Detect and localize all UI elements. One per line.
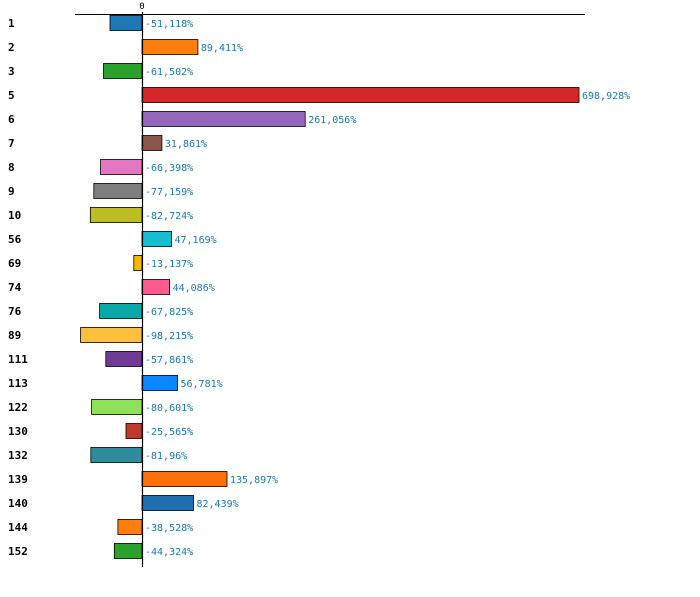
value-label-140: 82,439% <box>197 499 239 510</box>
bar-1 <box>109 15 143 31</box>
category-label-140: 140 <box>8 497 28 510</box>
bar-2 <box>141 39 199 55</box>
bar-139 <box>141 471 228 487</box>
category-label-1: 1 <box>8 17 15 30</box>
value-label-6: 261,056% <box>308 115 356 126</box>
bar-6 <box>141 111 306 127</box>
bar-140 <box>141 495 194 511</box>
value-label-69: -13,137% <box>145 259 193 270</box>
category-label-6: 6 <box>8 113 15 126</box>
bar-74 <box>141 279 171 295</box>
value-label-89: -98,215% <box>145 331 193 342</box>
category-label-132: 132 <box>8 449 28 462</box>
category-label-144: 144 <box>8 521 28 534</box>
bar-76 <box>99 303 143 319</box>
bar-152 <box>113 543 143 559</box>
value-label-9: -77,159% <box>145 187 193 198</box>
value-label-122: -80,601% <box>145 403 193 414</box>
bar-130 <box>125 423 143 439</box>
category-label-76: 76 <box>8 305 22 318</box>
value-label-132: -81,96% <box>145 451 187 462</box>
category-label-5: 5 <box>8 89 15 102</box>
bars-group <box>80 15 580 559</box>
bar-9 <box>93 183 143 199</box>
value-label-5: 698,928% <box>582 91 630 102</box>
value-label-144: -38,528% <box>145 523 193 534</box>
category-label-10: 10 <box>8 209 21 222</box>
category-label-122: 122 <box>8 401 28 414</box>
bar-69 <box>133 255 143 271</box>
bar-3 <box>103 63 143 79</box>
bar-132 <box>90 447 143 463</box>
value-label-56: 47,169% <box>175 235 217 246</box>
value-label-130: -25,565% <box>145 427 193 438</box>
category-label-2: 2 <box>8 41 15 54</box>
category-label-130: 130 <box>8 425 28 438</box>
category-label-3: 3 <box>8 65 15 78</box>
bar-5 <box>141 87 580 103</box>
category-label-111: 111 <box>8 353 28 366</box>
value-label-1: -51,118% <box>145 19 193 30</box>
category-label-69: 69 <box>8 257 21 270</box>
value-labels-group: -51,118% 89,411% -61,502% 698,928% 261,056% 3… <box>145 19 630 558</box>
value-label-111: -57,861% <box>145 355 193 366</box>
bar-56 <box>141 231 172 247</box>
value-label-10: -82,724% <box>145 211 193 222</box>
value-label-76: -67,825% <box>145 307 193 318</box>
category-label-89: 89 <box>8 329 21 342</box>
value-label-139: 135,897% <box>230 475 278 486</box>
bar-144 <box>117 519 143 535</box>
category-label-113: 113 <box>8 377 28 390</box>
bar-8 <box>100 159 143 175</box>
bar-111 <box>105 351 143 367</box>
bar-122 <box>91 399 143 415</box>
value-label-8: -66,398% <box>145 163 193 174</box>
category-label-56: 56 <box>8 233 22 246</box>
bar-113 <box>141 375 178 391</box>
category-label-74: 74 <box>8 281 22 294</box>
bar-10 <box>89 207 143 223</box>
category-label-152: 152 <box>8 545 28 558</box>
value-label-74: 44,086% <box>173 283 215 294</box>
bar-89 <box>80 327 143 343</box>
value-label-3: -61,502% <box>145 67 193 78</box>
category-labels-group: 1235678910566974768911111312213013213914… <box>8 17 28 558</box>
value-label-113: 56,781% <box>181 379 223 390</box>
category-label-9: 9 <box>8 185 15 198</box>
category-label-7: 7 <box>8 137 15 150</box>
category-label-8: 8 <box>8 161 15 174</box>
value-label-2: 89,411% <box>201 43 243 54</box>
value-label-7: 31,861% <box>165 139 207 150</box>
category-label-139: 139 <box>8 473 28 486</box>
bar-7 <box>141 135 163 151</box>
zero-tick-label: 0 <box>139 2 144 12</box>
value-label-152: -44,324% <box>145 547 193 558</box>
